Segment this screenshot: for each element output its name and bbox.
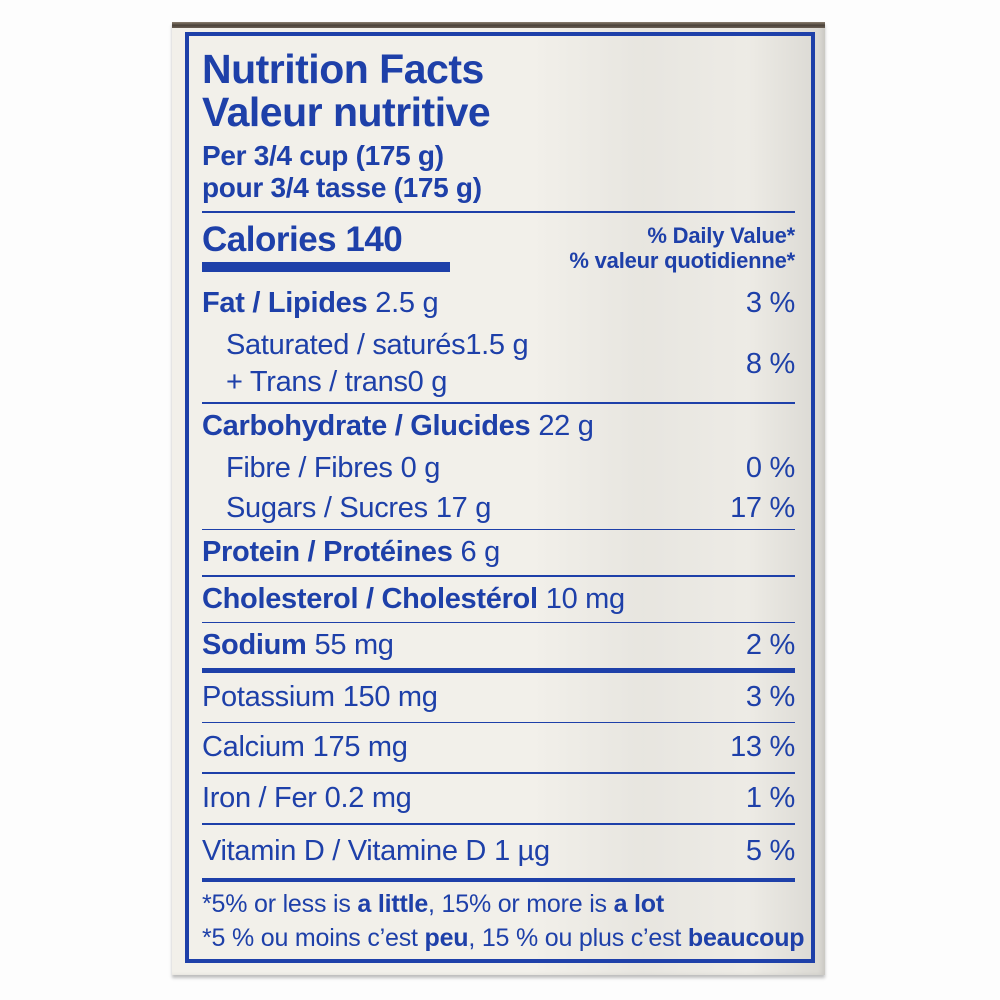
nutrient-amount: 55 mg: [314, 629, 394, 662]
divider: [202, 822, 795, 825]
nutrient-row-protein: Protein / Protéines 6 g: [202, 530, 795, 575]
nutrient-name: Sodium: [202, 629, 307, 662]
nutrient-amount: 0 g: [407, 366, 448, 398]
calories-underline: [202, 262, 450, 272]
calories-value: 140: [345, 220, 403, 259]
nutrient-percent: 1 %: [745, 781, 795, 814]
product-package: Nutrition Facts Valeur nutritive Per 3/4…: [172, 22, 825, 975]
daily-value-header-en: % Daily Value*: [647, 223, 795, 248]
calories-block: Calories 140 % Daily Value* % valeur quo…: [202, 221, 795, 281]
nutrient-row-sodium: Sodium 55 mg 2 %: [202, 623, 795, 668]
nutrient-percent: 3 %: [745, 680, 795, 713]
nutrient-row-iron: Iron / Fer 0.2 mg 1 %: [202, 774, 795, 823]
nutrient-row-calcium: Calcium 175 mg 13 %: [202, 723, 795, 772]
nutrient-name: Carbohydrate / Glucides: [202, 409, 531, 442]
nutrient-name: Sugars / Sucres: [226, 492, 428, 525]
nutrient-amount: 6 g: [460, 536, 501, 569]
nutrition-facts-label: Nutrition Facts Valeur nutritive Per 3/4…: [185, 32, 815, 963]
serving-size-fr: pour 3/4 tasse (175 g): [202, 172, 482, 203]
divider: [202, 721, 795, 724]
nutrient-name: Saturated / saturés: [226, 329, 466, 361]
nutrient-percent: 17 %: [730, 492, 795, 525]
nutrient-name: Iron / Fer: [202, 781, 317, 814]
nutrient-row-sugars: Sugars / Sucres 17 g 17 %: [202, 489, 795, 529]
nutrient-row-potassium: Potassium 150 mg 3 %: [202, 673, 795, 722]
divider: [202, 772, 795, 774]
nutrient-name: Protein / Protéines: [202, 536, 453, 569]
serving-size-en: Per 3/4 cup (175 g): [202, 140, 444, 171]
calories: Calories 140: [202, 221, 450, 272]
nutrient-percent: 0 %: [745, 452, 795, 485]
nutrient-percent: 13 %: [730, 731, 795, 764]
nutrient-percent: 3 %: [745, 287, 795, 319]
nutrient-amount: 150 mg: [342, 680, 438, 713]
nutrient-percent: 5 %: [745, 834, 795, 867]
nutrient-row-fibre: Fibre / Fibres 0 g 0 %: [202, 449, 795, 489]
nutrient-amount: 2.5 g: [375, 287, 439, 319]
nutrient-amount: 0 g: [400, 452, 441, 485]
calories-label: Calories: [202, 220, 337, 259]
nutrient-amount: 17 g: [435, 492, 492, 525]
nutrient-name: + Trans / trans: [226, 366, 408, 398]
nutrient-amount: 0.2 mg: [324, 781, 412, 814]
nutrient-amount: 10 mg: [545, 582, 625, 615]
package-top-edge: [172, 22, 825, 28]
nutrient-percent: 2 %: [745, 629, 795, 662]
divider: [202, 211, 795, 213]
label-title-fr: Valeur nutritive: [202, 89, 491, 135]
nutrient-name: Potassium: [202, 680, 335, 713]
nutrient-group-saturated-trans: Saturated / saturés1.5 g + Trans / trans…: [202, 326, 795, 402]
nutrient-row-saturated: Saturated / saturés1.5 g: [202, 327, 529, 364]
nutrient-row-fat: Fat / Lipides 2.5 g 3 %: [202, 281, 795, 326]
nutrient-name: Calcium: [202, 731, 305, 764]
nutrient-amount: 175 mg: [312, 731, 408, 764]
section-divider-thick: [202, 668, 795, 673]
label-title-en: Nutrition Facts: [202, 46, 484, 92]
section-divider-thick: [202, 877, 795, 882]
nutrient-row-carbohydrate: Carbohydrate / Glucides 22 g: [202, 404, 795, 449]
divider: [202, 402, 795, 404]
daily-value-header: % Daily Value* % valeur quotidienne*: [569, 221, 795, 273]
nutrient-name: Vitamin D / Vitamine D: [202, 834, 487, 867]
footnote-en: *5% or less is a little, 15% or more is …: [202, 889, 665, 918]
divider: [202, 528, 795, 531]
divider: [202, 575, 795, 577]
nutrient-percent: 8 %: [745, 347, 795, 380]
nutrient-row-trans: + Trans / trans0 g: [202, 364, 528, 401]
nutrient-name: Cholesterol / Cholestérol: [202, 582, 538, 615]
footnote-fr: *5 % ou moins c’est peu, 15 % ou plus c’…: [202, 923, 805, 952]
nutrient-amount: 22 g: [538, 409, 594, 442]
nutrient-name: Fat / Lipides: [202, 287, 368, 319]
nutrient-amount: 1.5 g: [465, 329, 529, 361]
nutrient-name: Fibre / Fibres: [226, 452, 393, 485]
divider: [202, 621, 795, 624]
nutrient-amount: 1 µg: [494, 834, 550, 867]
daily-value-header-fr: % valeur quotidienne*: [569, 248, 795, 273]
nutrient-row-cholesterol: Cholesterol / Cholestérol 10 mg: [202, 577, 795, 622]
